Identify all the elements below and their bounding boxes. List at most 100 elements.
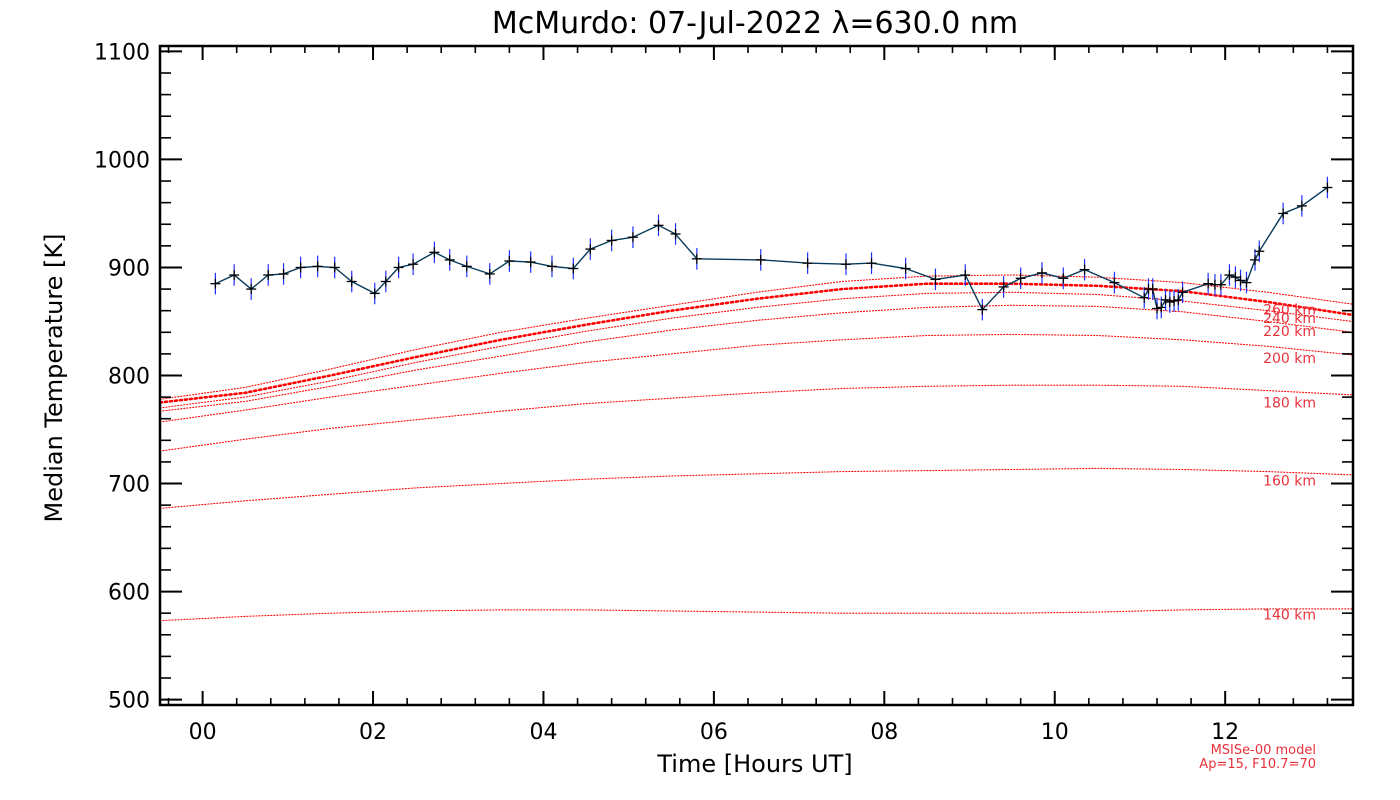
data-point bbox=[1224, 270, 1235, 281]
data-point bbox=[1177, 287, 1188, 298]
data-point bbox=[1322, 182, 1333, 193]
model-curve-label: 240 km bbox=[1263, 311, 1316, 327]
data-point bbox=[1036, 267, 1047, 278]
model-note-line-1: MSISe-00 model bbox=[1211, 743, 1316, 758]
axis-ticks: 00 02 04 06 08 10 12 500 600 700 800 900 1000 1100 bbox=[94, 40, 1353, 745]
data-point bbox=[1235, 275, 1246, 286]
model-curve bbox=[159, 384, 1354, 452]
plot-frame bbox=[158, 44, 1355, 707]
data-point bbox=[960, 270, 971, 281]
data-point bbox=[1241, 277, 1252, 288]
data-point bbox=[1164, 297, 1175, 308]
model-curve-label: 200 km bbox=[1263, 351, 1316, 367]
x-tick-label: 10 bbox=[1041, 720, 1069, 745]
x-tick-label: 08 bbox=[870, 720, 898, 745]
data-point bbox=[866, 258, 877, 269]
data-point bbox=[840, 259, 851, 270]
data-point bbox=[525, 257, 536, 268]
data-point bbox=[312, 261, 323, 272]
data-point bbox=[504, 255, 515, 266]
data-point bbox=[210, 278, 221, 289]
data-point bbox=[802, 258, 813, 269]
model-curve-label: 180 km bbox=[1263, 396, 1316, 412]
data-point bbox=[408, 259, 419, 270]
data-point bbox=[1139, 292, 1150, 303]
y-tick-label: 1100 bbox=[94, 40, 150, 65]
data-point bbox=[1147, 284, 1158, 295]
data-point bbox=[670, 228, 681, 239]
data-point bbox=[1230, 272, 1241, 283]
model-curve bbox=[159, 274, 1354, 400]
data-point bbox=[1156, 302, 1167, 313]
chart-title: McMurdo: 07-Jul-2022 λ=630.0 nm bbox=[492, 6, 1018, 41]
y-tick-label: 800 bbox=[108, 365, 150, 390]
x-tick-label: 02 bbox=[359, 720, 387, 745]
x-tick-label: 06 bbox=[700, 720, 728, 745]
model-curve-label: 260 km bbox=[1263, 303, 1316, 319]
model-curve bbox=[159, 467, 1354, 509]
y-tick-label: 1000 bbox=[94, 148, 150, 173]
data-point bbox=[1250, 254, 1261, 265]
data-point bbox=[1254, 246, 1265, 257]
data-point bbox=[346, 276, 357, 287]
data-point bbox=[393, 262, 404, 273]
data-point bbox=[606, 235, 617, 246]
x-tick-label: 04 bbox=[529, 720, 557, 745]
data-point bbox=[380, 276, 391, 287]
data-point bbox=[484, 268, 495, 279]
data-point bbox=[278, 268, 289, 279]
y-tick-label: 500 bbox=[108, 689, 150, 714]
data-point bbox=[444, 254, 455, 265]
data-point bbox=[1169, 295, 1180, 306]
data-point bbox=[755, 254, 766, 265]
data-point bbox=[329, 262, 340, 273]
model-curve bbox=[159, 304, 1354, 412]
data-point bbox=[1109, 277, 1120, 288]
series-line bbox=[215, 186, 1328, 311]
data-point bbox=[546, 261, 557, 272]
model-curve bbox=[159, 608, 1354, 622]
data-series bbox=[210, 176, 1333, 321]
y-tick-label: 700 bbox=[108, 473, 150, 498]
model-curve bbox=[159, 333, 1354, 423]
data-point bbox=[1058, 273, 1069, 284]
data-point bbox=[900, 263, 911, 274]
data-point bbox=[295, 262, 306, 273]
y-tick-label: 600 bbox=[108, 581, 150, 606]
data-point bbox=[653, 220, 664, 231]
model-note-line-2: Ap=15, F10.7=70 bbox=[1199, 757, 1316, 772]
x-tick-label: 00 bbox=[189, 720, 217, 745]
y-axis-label: Median Temperature [K] bbox=[40, 233, 68, 522]
data-point bbox=[369, 288, 380, 299]
data-point bbox=[627, 232, 638, 243]
data-point bbox=[1079, 264, 1090, 275]
data-point bbox=[229, 270, 240, 281]
data-point bbox=[246, 284, 257, 295]
x-tick-label: 12 bbox=[1211, 720, 1239, 745]
y-tick-label: 900 bbox=[108, 256, 150, 281]
data-point bbox=[691, 253, 702, 264]
data-point bbox=[1015, 273, 1026, 284]
data-point bbox=[263, 270, 274, 281]
data-point bbox=[1173, 294, 1184, 305]
data-point bbox=[977, 304, 988, 315]
data-point bbox=[930, 274, 941, 285]
model-curve-label: 140 km bbox=[1263, 607, 1316, 623]
data-point bbox=[429, 247, 440, 258]
model-curve-label: 160 km bbox=[1263, 473, 1316, 489]
data-point bbox=[461, 261, 472, 272]
data-point bbox=[585, 244, 596, 255]
data-point bbox=[1215, 279, 1226, 290]
x-axis-label: Time [Hours UT] bbox=[656, 750, 852, 778]
data-point bbox=[1296, 200, 1307, 211]
data-point bbox=[1203, 278, 1214, 289]
model-curve bbox=[159, 291, 1354, 409]
data-point bbox=[998, 281, 1009, 292]
data-point bbox=[1278, 208, 1289, 219]
model-curve-label: 220 km bbox=[1263, 324, 1316, 340]
data-point bbox=[1160, 294, 1171, 305]
data-point bbox=[1152, 303, 1163, 314]
data-point bbox=[568, 263, 579, 274]
